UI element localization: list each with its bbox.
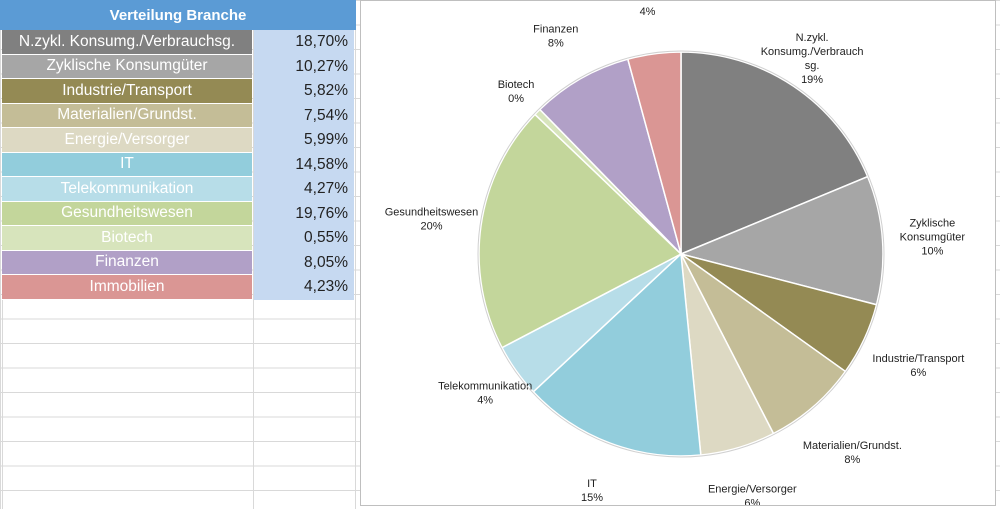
sector-label-cell[interactable]: Industrie/Transport: [2, 79, 252, 104]
table-row: N.zykl. Konsumg./Verbrauchsg. 18,70%: [0, 30, 356, 55]
grid-column-line: [355, 0, 356, 509]
slice-data-label: N.zykl. Konsumg./Verbrauch sg. 19%: [761, 32, 864, 86]
sector-value-cell[interactable]: 5,82%: [254, 79, 354, 104]
table-body: N.zykl. Konsumg./Verbrauchsg. 18,70% Zykli…: [0, 30, 356, 300]
pie-slice[interactable]: [538, 58, 683, 257]
slice-percent-label: 19%: [801, 74, 823, 86]
sector-label-cell[interactable]: Gesundheitswesen: [2, 201, 252, 226]
pie-slice[interactable]: [532, 252, 702, 457]
slice-name-label: Industrie/Transport: [872, 353, 964, 365]
sector-label-cell[interactable]: N.zykl. Konsumg./Verbrauchsg.: [2, 30, 252, 55]
sector-label-cell[interactable]: Materialien/Grundst.: [2, 103, 252, 128]
sector-value-cell[interactable]: 14,58%: [254, 152, 354, 177]
sector-value-cell[interactable]: 5,99%: [254, 128, 354, 153]
slice-name-label: Energie/Versorger: [708, 484, 797, 496]
sector-label-cell[interactable]: Energie/Versorger: [2, 128, 252, 153]
sector-label-cell[interactable]: Telekommunikation: [2, 177, 252, 202]
pie-slice[interactable]: [680, 51, 869, 256]
slice-percent-label: 6%: [744, 498, 760, 505]
slice-percent-label: 20%: [420, 221, 442, 233]
sector-label-cell[interactable]: Immobilien: [2, 275, 252, 300]
slice-data-label: Materialien/Grundst. 8%: [803, 440, 902, 466]
slice-data-label: Finanzen 8%: [533, 23, 578, 49]
slice-data-label: Immobilien 4%: [621, 1, 674, 18]
sector-label-cell[interactable]: Zyklische Konsumgüter: [2, 54, 252, 79]
slice-percent-label: 0%: [508, 93, 524, 105]
sector-label-cell[interactable]: Biotech: [2, 226, 252, 251]
table-row: Biotech 0,55%: [0, 226, 356, 251]
slice-data-label: Biotech 0%: [498, 79, 535, 105]
pie-chart: N.zykl. Konsumg./Verbrauch sg. 19% Zyklische…: [385, 0, 966, 510]
sector-label-cell[interactable]: IT: [2, 152, 252, 177]
table-row: Energie/Versorger 5,99%: [0, 128, 356, 153]
slice-percent-label: 4%: [640, 6, 656, 18]
sector-label-cell[interactable]: Finanzen: [2, 250, 252, 275]
slice-name-label: Zyklische: [909, 217, 955, 229]
table-row: Materialien/Grundst. 7,54%: [0, 103, 356, 128]
slice-percent-label: 8%: [844, 454, 860, 466]
slice-data-label: Industrie/Transport 6%: [872, 353, 964, 379]
slice-percent-label: 10%: [921, 245, 943, 257]
pie-outline: [477, 50, 885, 458]
sector-value-cell[interactable]: 10,27%: [254, 54, 354, 79]
grid-column-line: [253, 0, 254, 509]
pie-chart-frame[interactable]: N.zykl. Konsumg./Verbrauch sg. 19% Zyklische…: [360, 0, 996, 510]
slice-name-label: Gesundheitswesen: [385, 207, 479, 219]
slice-data-label: Gesundheitswesen 20%: [385, 207, 479, 233]
slice-data-label: Energie/Versorger 6%: [708, 484, 797, 505]
sector-value-cell[interactable]: 4,23%: [254, 275, 354, 300]
sector-value-cell[interactable]: 8,05%: [254, 250, 354, 275]
slice-data-label: Zyklische Konsumgüter 10%: [900, 217, 966, 257]
table-row: Telekommunikation 4,27%: [0, 177, 356, 202]
sector-value-cell[interactable]: 7,54%: [254, 103, 354, 128]
sector-value-cell[interactable]: 4,27%: [254, 177, 354, 202]
slice-name-label: Konsumg./Verbrauch: [761, 46, 864, 58]
slice-data-label: Telekommunikation 4%: [438, 381, 532, 407]
pie-slice[interactable]: [478, 113, 683, 349]
slice-data-label: IT 15%: [581, 478, 603, 504]
pie-slice[interactable]: [680, 253, 847, 435]
sector-value-cell[interactable]: 18,70%: [254, 30, 354, 55]
slice-name-label: Biotech: [498, 79, 535, 91]
sector-value-cell[interactable]: 0,55%: [254, 226, 354, 251]
slice-percent-label: 8%: [548, 37, 564, 49]
slice-name-label: sg.: [805, 60, 820, 72]
slice-name-label: IT: [587, 478, 597, 490]
table-row: Immobilien 4,23%: [0, 275, 356, 300]
table-row: IT 14,58%: [0, 152, 356, 177]
slice-name-label: Materialien/Grundst.: [803, 440, 902, 452]
pie-slice[interactable]: [678, 175, 884, 306]
sector-table: Verteilung Branche N.zykl. Konsumg./Verb…: [0, 0, 356, 300]
slice-percent-label: 6%: [910, 367, 926, 379]
slice-percent-label: 15%: [581, 492, 603, 504]
slice-name-label: Immobilien: [621, 1, 674, 4]
slice-percent-label: 4%: [477, 395, 493, 407]
table-row: Zyklische Konsumgüter 10,27%: [0, 54, 356, 79]
table-row: Finanzen 8,05%: [0, 250, 356, 275]
sector-value-cell[interactable]: 19,76%: [254, 201, 354, 226]
slice-name-label: N.zykl.: [796, 32, 829, 44]
slice-name-label: Telekommunikation: [438, 381, 532, 393]
slice-name-label: Finanzen: [533, 23, 578, 35]
table-row: Gesundheitswesen 19,76%: [0, 201, 356, 226]
pie-slice[interactable]: [626, 51, 682, 255]
table-title[interactable]: Verteilung Branche: [0, 0, 356, 30]
table-row: Industrie/Transport 5,82%: [0, 79, 356, 104]
slice-name-label: Konsumgüter: [900, 231, 966, 243]
